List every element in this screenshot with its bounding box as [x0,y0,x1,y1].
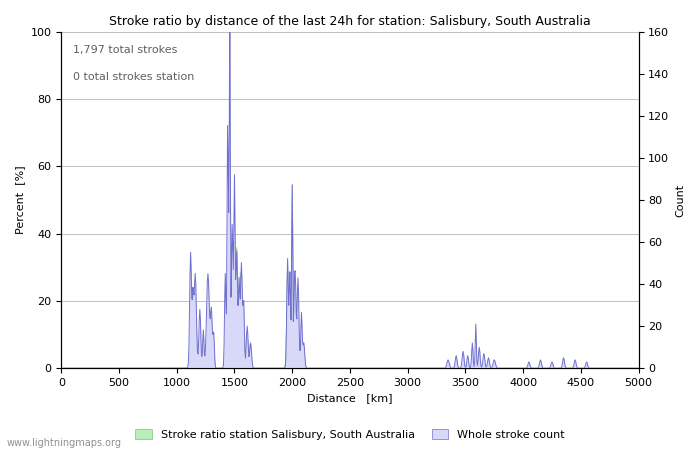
Text: 0 total strokes station: 0 total strokes station [73,72,194,82]
Legend: Stroke ratio station Salisbury, South Australia, Whole stroke count: Stroke ratio station Salisbury, South Au… [131,425,569,445]
Text: 1,797 total strokes: 1,797 total strokes [73,45,177,55]
Y-axis label: Percent  [%]: Percent [%] [15,166,25,234]
Text: www.lightningmaps.org: www.lightningmaps.org [7,438,122,448]
Title: Stroke ratio by distance of the last 24h for station: Salisbury, South Australia: Stroke ratio by distance of the last 24h… [109,15,591,28]
X-axis label: Distance   [km]: Distance [km] [307,393,393,404]
Y-axis label: Count: Count [675,184,685,216]
